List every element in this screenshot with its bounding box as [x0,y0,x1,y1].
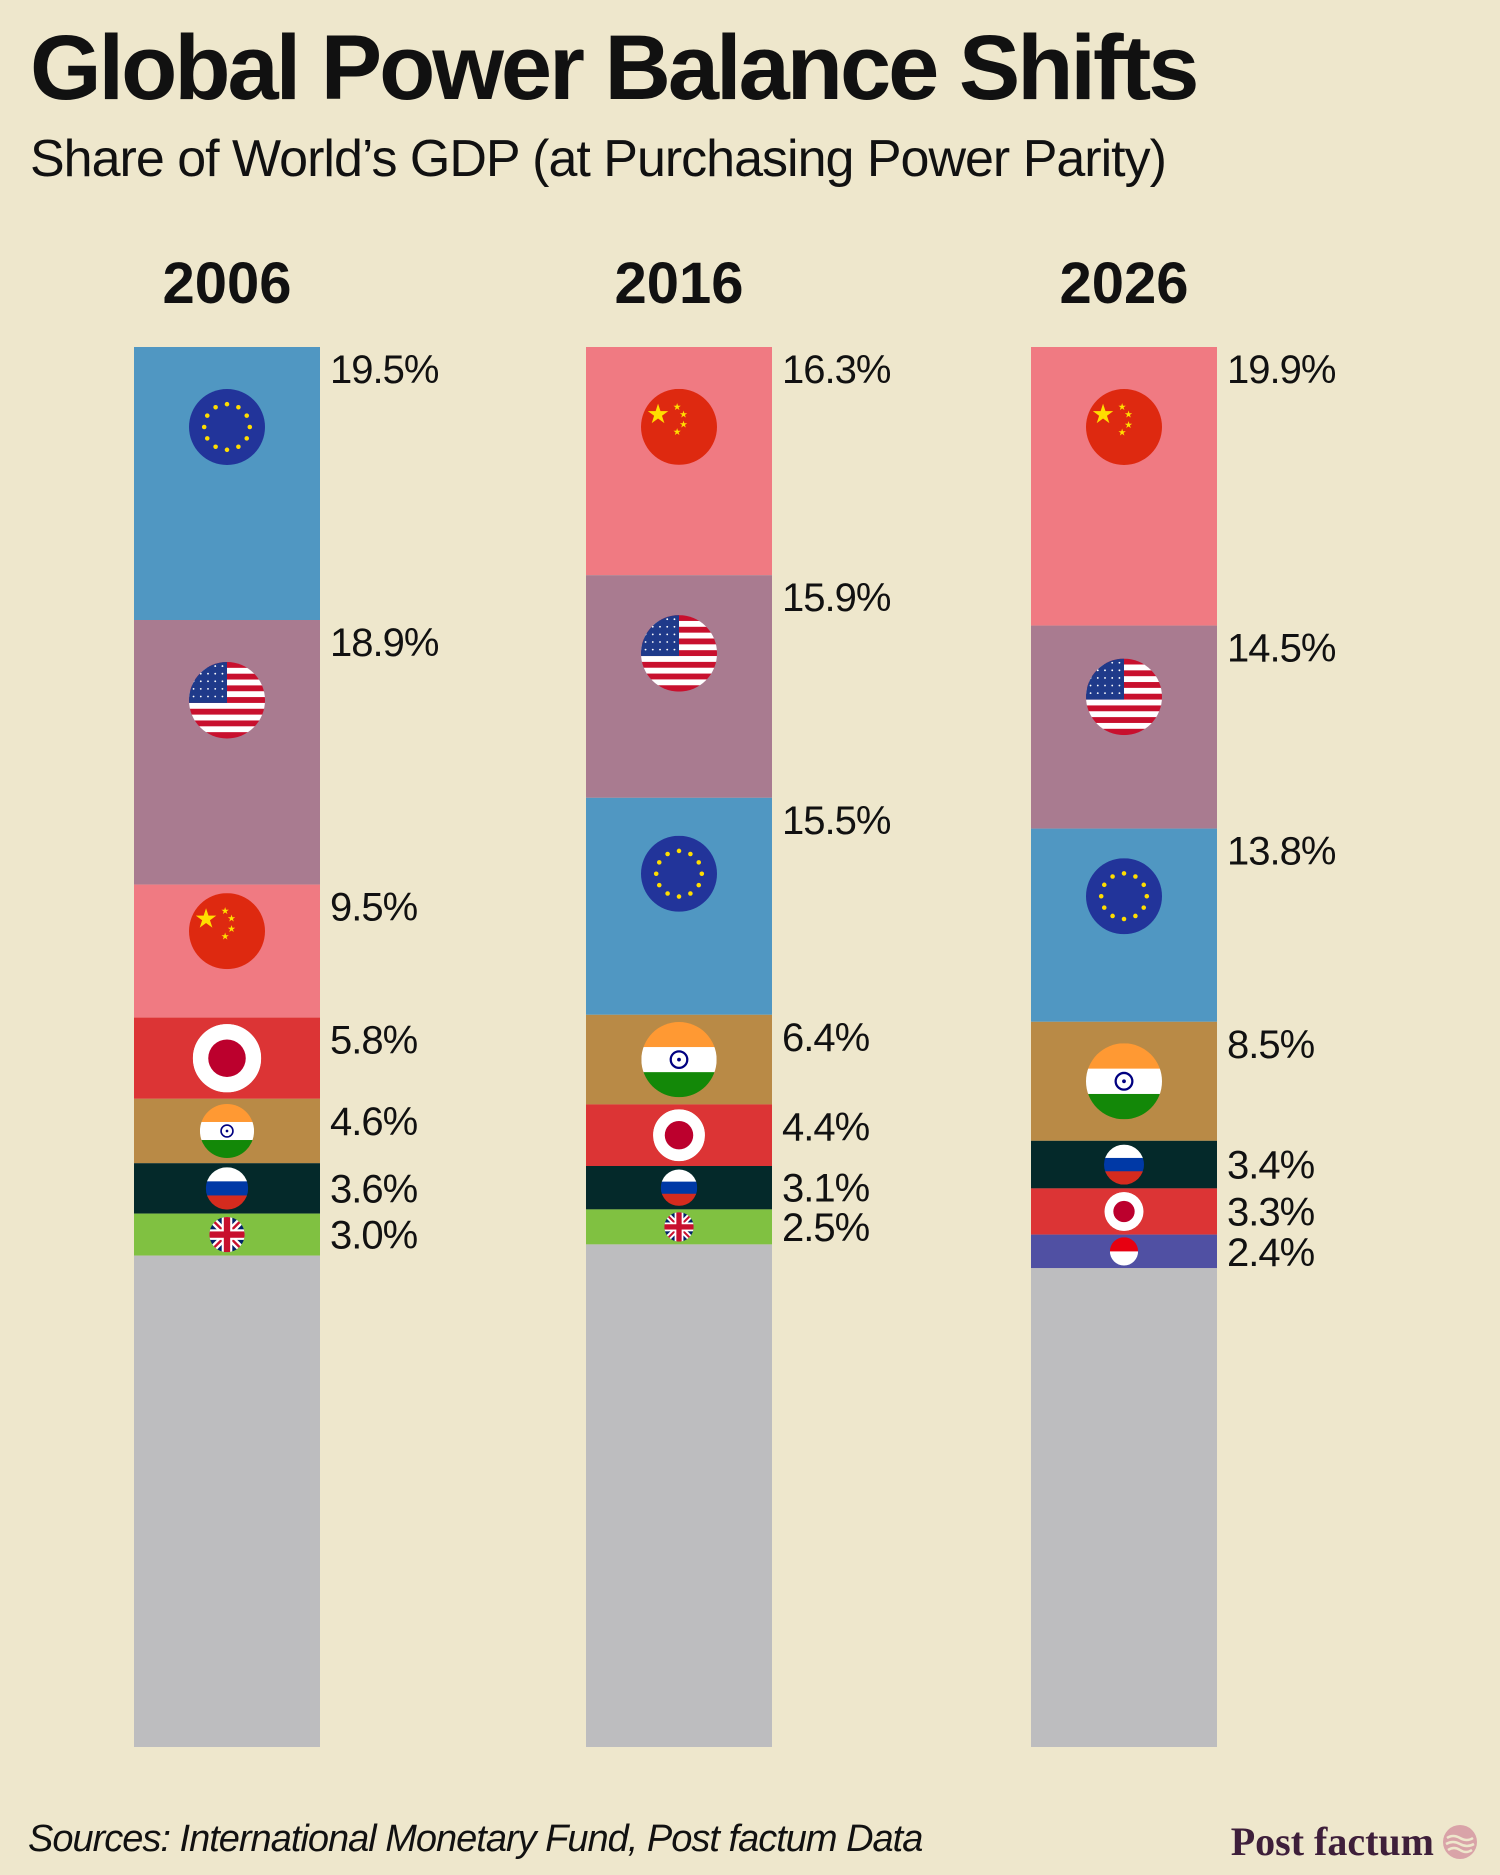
value-label: 4.6% [330,1100,418,1144]
value-label: 16.3% [782,348,891,392]
india-flag-icon [641,1021,717,1098]
value-label: 3.1% [782,1167,870,1211]
value-label: 19.9% [1227,348,1336,392]
svg-text:★: ★ [679,409,688,420]
svg-text:★: ★ [673,402,682,413]
brand-name: Post factum [1230,1819,1434,1864]
russia-flag-icon [660,1169,698,1206]
year-label: 2016 [614,251,743,316]
value-label: 14.5% [1227,627,1336,671]
chart-title: Global Power Balance Shifts [30,17,1199,119]
chart-subtitle: Share of World’s GDP (at Purchasing Powe… [30,130,1167,188]
uk-flag-icon [209,1216,245,1253]
china-flag-icon: ★ ★★★★ [1086,389,1162,465]
value-label: 2.5% [782,1206,870,1250]
svg-text:★: ★ [679,420,688,431]
russia-flag-icon [205,1167,249,1210]
svg-text:★: ★ [194,903,218,934]
brand-logo: Post factum [1231,1818,1478,1865]
svg-text:★: ★ [1118,427,1127,438]
source-note: Sources: International Monetary Fund, Po… [28,1818,923,1860]
value-label: 15.5% [782,799,891,843]
value-label: 3.0% [330,1214,418,1258]
china-flag-icon: ★ ★★★★ [641,388,717,465]
year-label: 2006 [162,251,291,316]
bar-2026: 2026★ ★★★★19.9%14.5%13.8%8.5%3.4%3.3%2.4% [1031,251,1337,1747]
russia-flag-icon [1104,1144,1144,1185]
value-label: 3.4% [1227,1144,1315,1188]
svg-text:★: ★ [221,932,230,943]
eu-flag-icon [641,835,717,912]
indonesia-flag-icon [1109,1237,1139,1266]
bar-segment [134,347,320,620]
bar-segment [1031,1268,1217,1747]
svg-text:★: ★ [1118,402,1127,413]
svg-text:★: ★ [227,924,236,935]
bar-segment [134,620,320,885]
bar-segment [134,1255,320,1747]
uk-flag-icon [664,1212,694,1242]
svg-text:★: ★ [227,914,236,925]
japan-flag-icon [1104,1192,1144,1231]
svg-text:★: ★ [1124,410,1133,421]
value-label: 4.4% [782,1105,870,1149]
bar-segment [1031,347,1217,626]
svg-text:★: ★ [221,906,230,917]
brand-mark-icon [1443,1824,1477,1859]
japan-flag-icon [192,1024,262,1093]
us-flag-icon [1086,658,1162,736]
bar-2016: 2016★ ★★★★16.3%15.9%15.5%6.4%4.4%3.1%2.5% [586,251,892,1747]
china-flag-icon: ★ ★★★★ [189,893,265,970]
india-flag-icon [199,1103,255,1159]
value-label: 3.6% [330,1167,418,1211]
japan-flag-icon [653,1109,705,1162]
india-flag-icon [1086,1043,1162,1120]
value-label: 15.9% [782,576,891,620]
value-label: 8.5% [1227,1023,1315,1067]
bar-segment [586,1244,772,1747]
us-flag-icon [641,615,717,692]
eu-flag-icon [189,389,265,465]
value-label: 6.4% [782,1016,870,1060]
value-label: 9.5% [330,886,418,930]
year-label: 2026 [1059,251,1188,316]
svg-text:★: ★ [1124,420,1133,431]
value-label: 5.8% [330,1019,418,1063]
value-label: 2.4% [1227,1231,1315,1275]
us-flag-icon [189,662,265,739]
eu-flag-icon [1086,858,1162,935]
value-label: 19.5% [330,348,439,392]
svg-text:★: ★ [646,399,670,430]
value-label: 13.8% [1227,830,1336,874]
svg-text:★: ★ [1091,399,1115,430]
value-label: 18.9% [330,621,439,665]
svg-text:★: ★ [673,427,682,438]
value-label: 3.3% [1227,1191,1315,1235]
